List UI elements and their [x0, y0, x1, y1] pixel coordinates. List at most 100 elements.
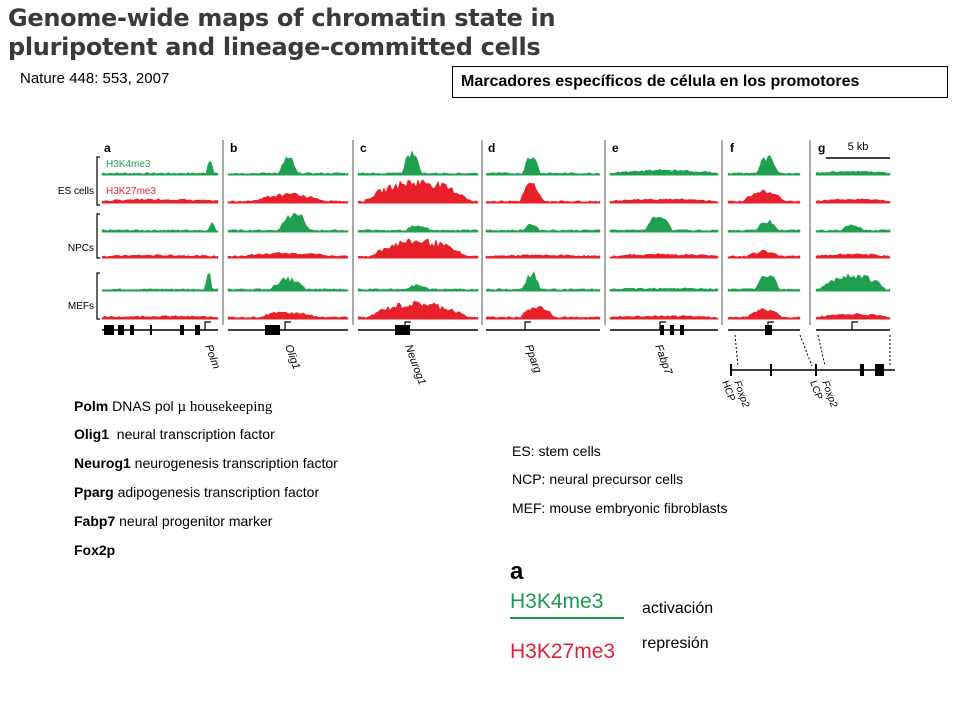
tss-arrow: [404, 321, 411, 330]
gene-name: Fabp7: [74, 513, 116, 529]
signal-track: [609, 198, 719, 204]
signal-track: [101, 221, 219, 233]
abbr-mef: MEF: mouse embryonic fibroblasts: [512, 500, 728, 516]
track-label-h3k4me3: H3K4me3: [106, 159, 151, 170]
legend-activation: activación: [642, 600, 714, 617]
signal-track: [727, 275, 801, 292]
signal-track: [357, 179, 479, 204]
signal-track: [101, 273, 219, 292]
signal-track: [227, 311, 349, 320]
signal-track: [609, 287, 719, 292]
signal-track: [727, 155, 801, 176]
gene-desc: neural progenitor marker: [115, 513, 273, 529]
signal-track: [227, 156, 349, 176]
gene-name: Neurog1: [74, 455, 131, 471]
exon: [395, 325, 410, 335]
legend-h3k4me3: H3K4me3: [510, 590, 604, 613]
figure-labels: a b c d e f g H3K4me3 H3K27me3 ES cells NPCs MEFs 5 …: [58, 141, 895, 410]
signal-track: [485, 223, 601, 233]
signal-track: [485, 182, 601, 204]
tss-arrow: [851, 321, 858, 330]
gene-name: Polm: [74, 398, 109, 414]
signal-track: [101, 160, 219, 176]
zoom-line: [734, 334, 739, 367]
cell-group-bracket: [96, 156, 100, 206]
panel-label: c: [360, 141, 367, 155]
track-label-h3k27me3: H3K27me3: [106, 186, 156, 197]
exon: [130, 325, 134, 335]
signal-track: [815, 224, 891, 233]
panel-label: b: [230, 141, 237, 155]
signal-track: [727, 308, 801, 320]
tss-arrow: [524, 321, 531, 330]
panel-label: g: [818, 141, 825, 155]
gene-item: Neurog1 neurogenesis transcription facto…: [74, 455, 338, 471]
cell-group-label: ES cells: [58, 186, 94, 197]
signal-track: [727, 249, 801, 259]
signal-track: [485, 254, 601, 259]
gene-name: Olig1: [74, 426, 110, 442]
track-area: [101, 140, 891, 335]
signal-track: [227, 252, 349, 259]
gene-item: Fox2p: [74, 542, 115, 558]
cell-group-label: MEFs: [68, 301, 94, 312]
gene-label: Fabp7: [652, 343, 674, 377]
signal-track: [485, 157, 601, 176]
legend-h3k4me3-line: [510, 617, 624, 619]
marker-box: Marcadores específicos de célula en los …: [452, 66, 948, 98]
signal-track: [101, 254, 219, 259]
signal-track: [101, 198, 219, 204]
signal-track: [101, 315, 219, 320]
abbr-ncp: NCP: neural precursor cells: [512, 471, 684, 487]
signal-track: [227, 192, 349, 204]
signal-track: [357, 238, 479, 259]
signal-track: [227, 212, 349, 233]
exon: [195, 325, 200, 335]
signal-track: [727, 219, 801, 233]
signal-track: [485, 305, 601, 320]
signal-track: [815, 198, 891, 204]
signal-track: [485, 270, 601, 292]
gene-desc: neural transcription factor: [109, 426, 275, 442]
tss-arrow: [204, 321, 211, 330]
signal-track: [815, 313, 891, 320]
gene-item: Pparg adipogenesis transcription factor: [74, 484, 319, 500]
tss-arrow: [284, 321, 291, 330]
cell-group-bracket: [96, 272, 100, 320]
gene-label: Pparg: [522, 343, 544, 376]
signal-track: [357, 300, 479, 320]
signal-track: [815, 170, 891, 176]
panel-label: d: [488, 141, 495, 155]
exon: [265, 325, 280, 335]
signal-track: [727, 189, 801, 204]
foxp2-exon: [875, 364, 884, 376]
zoom-line: [799, 334, 813, 367]
gene-name: Fox2p: [74, 542, 116, 558]
signal-track: [815, 253, 891, 259]
legend-repression: represión: [642, 635, 709, 652]
zoom-line: [817, 334, 826, 367]
signal-track: [609, 315, 719, 320]
abbr-es: ES: stem cells: [512, 443, 601, 459]
gene-label: Neurog1: [402, 343, 428, 387]
exon: [670, 325, 674, 335]
exon: [660, 325, 664, 335]
exon: [180, 325, 184, 335]
gene-item: Polm DNAS pol µ housekeeping: [74, 398, 272, 416]
gene-name: Pparg: [74, 484, 114, 500]
gene-desc: neurogenesis transcription factor: [130, 455, 338, 471]
gene-desc-extra: µ housekeeping: [177, 399, 273, 415]
foxp2-exon: [815, 364, 817, 376]
scale-bar-label: 5 kb: [848, 141, 869, 153]
exon: [680, 325, 684, 335]
chromatin-figure: a b c d e f g H3K4me3 H3K27me3 ES cells NPCs MEFs 5 …: [58, 140, 895, 410]
tss-arrow: [659, 321, 666, 330]
signal-track: [609, 253, 719, 259]
signal-track: [815, 273, 891, 292]
signal-track: [357, 225, 479, 233]
paper-title: Genome-wide maps of chromatin state in p…: [8, 4, 556, 61]
signal-track: [357, 283, 479, 292]
foxp2-exon: [730, 364, 732, 376]
legend-panel-letter: a: [510, 558, 524, 585]
panel-label: e: [612, 141, 619, 155]
